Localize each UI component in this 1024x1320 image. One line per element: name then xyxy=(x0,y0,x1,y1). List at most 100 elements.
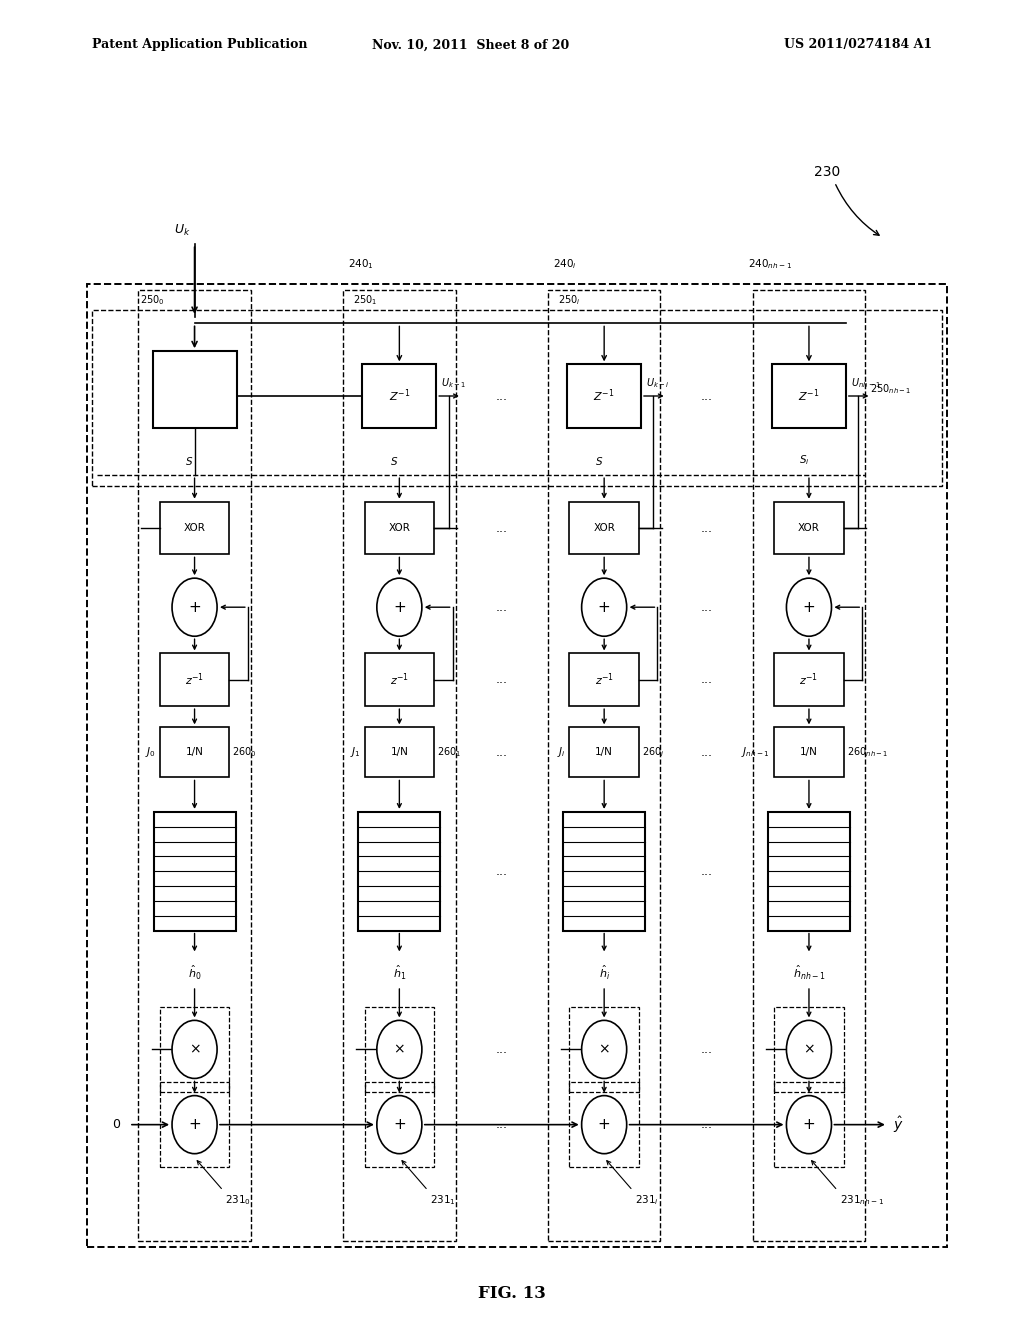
Circle shape xyxy=(582,578,627,636)
FancyBboxPatch shape xyxy=(358,812,440,931)
Text: ...: ... xyxy=(496,1118,508,1131)
Text: $U_{k-i}$: $U_{k-i}$ xyxy=(646,376,670,389)
Text: ...: ... xyxy=(496,521,508,535)
Text: $260_1$: $260_1$ xyxy=(437,746,462,759)
Text: $U_{nh-1}$: $U_{nh-1}$ xyxy=(851,376,881,389)
Text: $J_{nh-1}$: $J_{nh-1}$ xyxy=(741,746,770,759)
Text: $231_0$: $231_0$ xyxy=(225,1193,251,1206)
FancyBboxPatch shape xyxy=(569,502,639,554)
Text: +: + xyxy=(393,1117,406,1133)
FancyBboxPatch shape xyxy=(774,653,844,706)
Text: $J_0$: $J_0$ xyxy=(144,746,156,759)
FancyBboxPatch shape xyxy=(774,727,844,777)
Text: +: + xyxy=(598,1117,610,1133)
Text: $\times$: $\times$ xyxy=(188,1043,201,1056)
Text: ...: ... xyxy=(700,865,713,878)
Circle shape xyxy=(582,1020,627,1078)
Text: US 2011/0274184 A1: US 2011/0274184 A1 xyxy=(783,38,932,51)
Circle shape xyxy=(172,1096,217,1154)
Circle shape xyxy=(377,1020,422,1078)
Text: Nov. 10, 2011  Sheet 8 of 20: Nov. 10, 2011 Sheet 8 of 20 xyxy=(373,38,569,51)
Text: 230: 230 xyxy=(814,165,841,178)
Circle shape xyxy=(786,1020,831,1078)
Text: $231_1$: $231_1$ xyxy=(430,1193,456,1206)
Text: $\hat{h}_{nh-1}$: $\hat{h}_{nh-1}$ xyxy=(793,964,825,982)
Text: $231_{nh-1}$: $231_{nh-1}$ xyxy=(840,1193,884,1206)
Circle shape xyxy=(377,1096,422,1154)
Text: ...: ... xyxy=(496,1043,508,1056)
FancyBboxPatch shape xyxy=(365,502,434,554)
Text: $\times$: $\times$ xyxy=(803,1043,815,1056)
Circle shape xyxy=(172,578,217,636)
Text: $z^{-1}$: $z^{-1}$ xyxy=(800,672,818,688)
Text: 1/N: 1/N xyxy=(595,747,613,758)
FancyBboxPatch shape xyxy=(153,351,237,428)
FancyBboxPatch shape xyxy=(569,727,639,777)
Text: XOR: XOR xyxy=(798,523,820,533)
Text: ...: ... xyxy=(700,673,713,686)
Text: 1/N: 1/N xyxy=(800,747,818,758)
Text: ...: ... xyxy=(496,865,508,878)
FancyBboxPatch shape xyxy=(362,364,436,428)
Text: Patent Application Publication: Patent Application Publication xyxy=(92,38,307,51)
Text: $J_i$: $J_i$ xyxy=(556,746,565,759)
FancyBboxPatch shape xyxy=(563,812,645,931)
Text: $250_i$: $250_i$ xyxy=(558,293,581,306)
Text: +: + xyxy=(598,599,610,615)
Text: $\hat{h}_i$: $\hat{h}_i$ xyxy=(598,964,610,982)
Text: $260_0$: $260_0$ xyxy=(232,746,257,759)
Circle shape xyxy=(377,578,422,636)
Text: ...: ... xyxy=(700,521,713,535)
Text: XOR: XOR xyxy=(388,523,411,533)
Text: $U_k$: $U_k$ xyxy=(174,223,190,238)
Text: $z^{-1}$: $z^{-1}$ xyxy=(390,672,409,688)
Text: XOR: XOR xyxy=(593,523,615,533)
Text: $Z^{-1}$: $Z^{-1}$ xyxy=(594,388,614,404)
Text: ...: ... xyxy=(496,746,508,759)
Text: ...: ... xyxy=(496,601,508,614)
Text: $231_i$: $231_i$ xyxy=(635,1193,658,1206)
Text: ...: ... xyxy=(700,389,713,403)
Text: $Z^{-1}$: $Z^{-1}$ xyxy=(389,388,410,404)
FancyBboxPatch shape xyxy=(768,812,850,931)
Text: 1/N: 1/N xyxy=(185,747,204,758)
Text: $\times$: $\times$ xyxy=(598,1043,610,1056)
Text: $z^{-1}$: $z^{-1}$ xyxy=(595,672,613,688)
Text: $\hat{y}$: $\hat{y}$ xyxy=(893,1114,903,1135)
FancyBboxPatch shape xyxy=(160,653,229,706)
Text: XOR: XOR xyxy=(183,523,206,533)
Text: $U_{k-1}$: $U_{k-1}$ xyxy=(441,376,466,389)
Text: $\hat{h}_0$: $\hat{h}_0$ xyxy=(187,964,202,982)
Text: $J_1$: $J_1$ xyxy=(350,746,360,759)
Text: $\times$: $\times$ xyxy=(393,1043,406,1056)
FancyBboxPatch shape xyxy=(772,364,846,428)
FancyBboxPatch shape xyxy=(365,727,434,777)
Text: ...: ... xyxy=(496,673,508,686)
Text: $z^{-1}$: $z^{-1}$ xyxy=(185,672,204,688)
FancyBboxPatch shape xyxy=(160,727,229,777)
Text: +: + xyxy=(803,1117,815,1133)
Circle shape xyxy=(582,1096,627,1154)
Text: $240_1$: $240_1$ xyxy=(348,257,374,271)
Text: S: S xyxy=(391,457,397,467)
Text: $260_{nh-1}$: $260_{nh-1}$ xyxy=(847,746,888,759)
Circle shape xyxy=(172,1020,217,1078)
FancyBboxPatch shape xyxy=(567,364,641,428)
Text: S: S xyxy=(596,457,602,467)
Text: +: + xyxy=(188,599,201,615)
Text: ...: ... xyxy=(700,746,713,759)
Text: $250_{nh-1}$: $250_{nh-1}$ xyxy=(870,383,911,396)
FancyBboxPatch shape xyxy=(154,812,236,931)
Circle shape xyxy=(786,578,831,636)
Text: ...: ... xyxy=(700,601,713,614)
Circle shape xyxy=(786,1096,831,1154)
Text: $\hat{h}_1$: $\hat{h}_1$ xyxy=(392,964,407,982)
Text: $260_i$: $260_i$ xyxy=(642,746,665,759)
Text: $S_i$: $S_i$ xyxy=(799,454,809,467)
Text: $240_i$: $240_i$ xyxy=(553,257,577,271)
Text: +: + xyxy=(803,599,815,615)
Text: ...: ... xyxy=(700,1118,713,1131)
FancyBboxPatch shape xyxy=(569,653,639,706)
Text: 1/N: 1/N xyxy=(390,747,409,758)
Text: ...: ... xyxy=(700,1043,713,1056)
